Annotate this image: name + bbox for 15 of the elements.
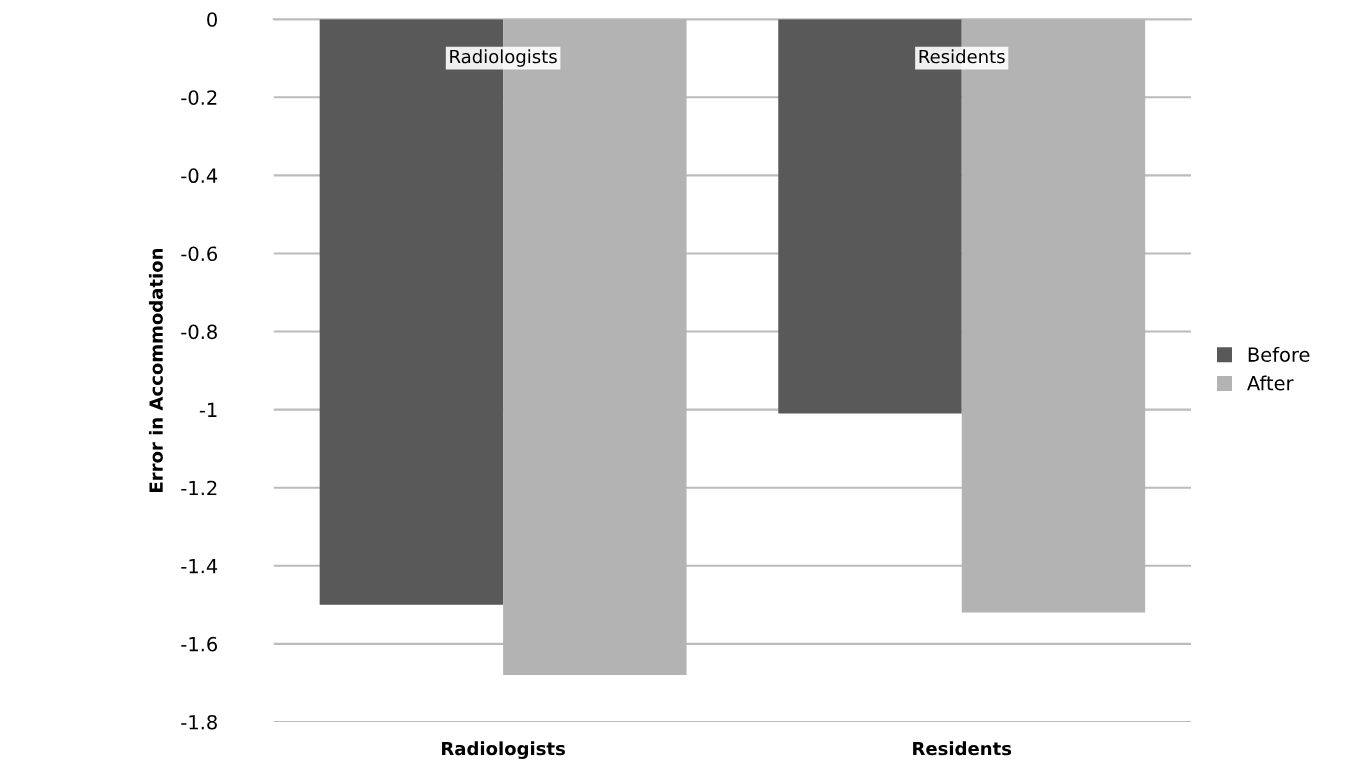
legend-label: Before [1248, 346, 1310, 362]
y-tick-label: -0.4 [181, 168, 218, 184]
y-tick-label: -1.4 [181, 558, 218, 574]
y-tick-label: -1.6 [181, 636, 218, 652]
y-tick-label: -0.6 [181, 246, 218, 262]
y-tick-label: -1.8 [181, 714, 217, 730]
y-axis-title: Error in Accommodation [148, 248, 163, 492]
annotation: Radiologists [450, 49, 557, 67]
y-tick-label: -0.2 [181, 90, 217, 105]
annotation: Residents [919, 49, 1005, 64]
y-tick-label: -0.8 [181, 324, 217, 340]
y-tick-label: -1.2 [181, 480, 217, 496]
y-tick-label: -1 [199, 402, 217, 417]
y-tick-label: 0 [207, 12, 217, 27]
legend-label: After [1247, 375, 1294, 391]
